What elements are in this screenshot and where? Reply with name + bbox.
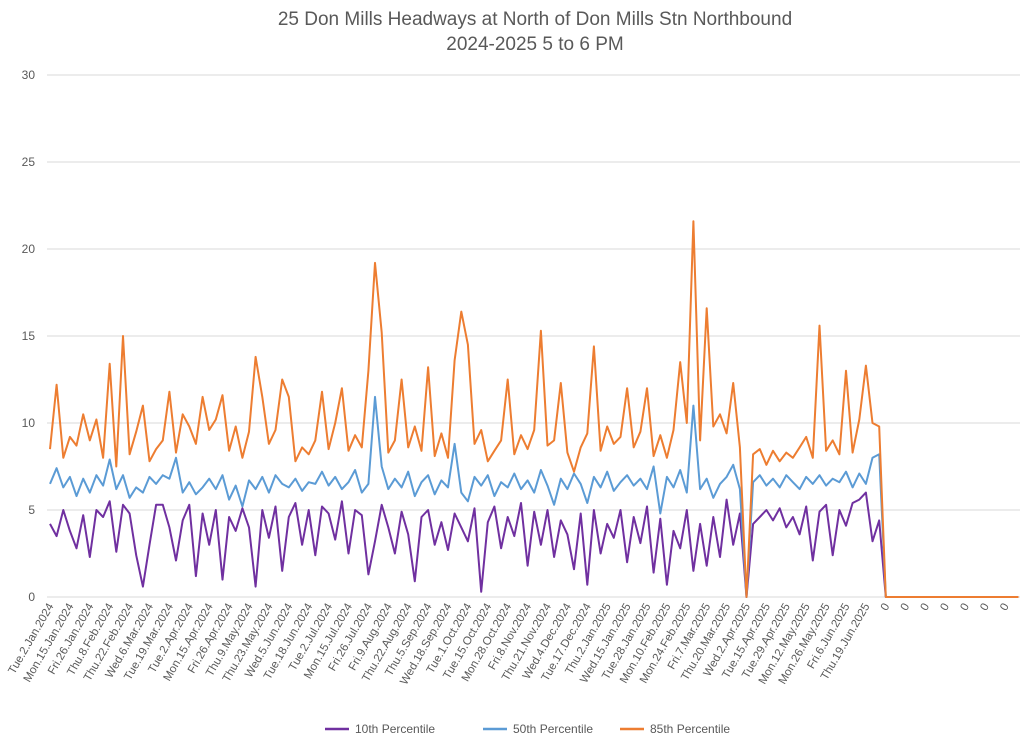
x-axis-ticks: Tue.2.Jan.2024Mon.15.Jan.2024Fri.26.Jan.… xyxy=(6,601,1011,687)
legend-label: 10th Percentile xyxy=(355,722,435,736)
legend-item: 85th Percentile xyxy=(620,722,730,736)
legend-item: 50th Percentile xyxy=(483,722,593,736)
y-tick-label: 5 xyxy=(28,503,35,517)
legend-label: 85th Percentile xyxy=(650,722,730,736)
y-tick-label: 10 xyxy=(22,416,36,430)
legend-label: 50th Percentile xyxy=(513,722,593,736)
x-tick-label: 0 xyxy=(879,602,893,614)
chart-title-line-1: 25 Don Mills Headways at North of Don Mi… xyxy=(278,9,792,30)
series-line-1 xyxy=(49,491,1019,598)
y-tick-label: 30 xyxy=(22,68,36,82)
series-line-2 xyxy=(49,395,1019,598)
y-tick-label: 20 xyxy=(22,242,36,256)
series-lines xyxy=(49,220,1019,598)
chart-title-line-2: 2024-2025 5 to 6 PM xyxy=(446,34,623,55)
y-axis-ticks: 0 5 10 15 20 25 30 xyxy=(22,68,36,604)
gridlines xyxy=(47,74,1020,598)
x-tick-label: 0 xyxy=(958,602,972,614)
x-tick-label: 0 xyxy=(998,602,1012,614)
y-tick-label: 25 xyxy=(22,155,36,169)
x-tick-label: 0 xyxy=(978,602,992,614)
y-tick-label: 15 xyxy=(22,329,36,343)
series-line-3 xyxy=(49,220,1019,598)
x-tick-label: 0 xyxy=(939,602,953,614)
legend-item: 10th Percentile xyxy=(325,722,435,736)
legend: 10th Percentile 50th Percentile 85th Perce… xyxy=(325,722,730,736)
y-tick-label: 0 xyxy=(28,590,35,604)
x-tick-label: 0 xyxy=(899,602,913,614)
x-tick-label: 0 xyxy=(919,602,933,614)
